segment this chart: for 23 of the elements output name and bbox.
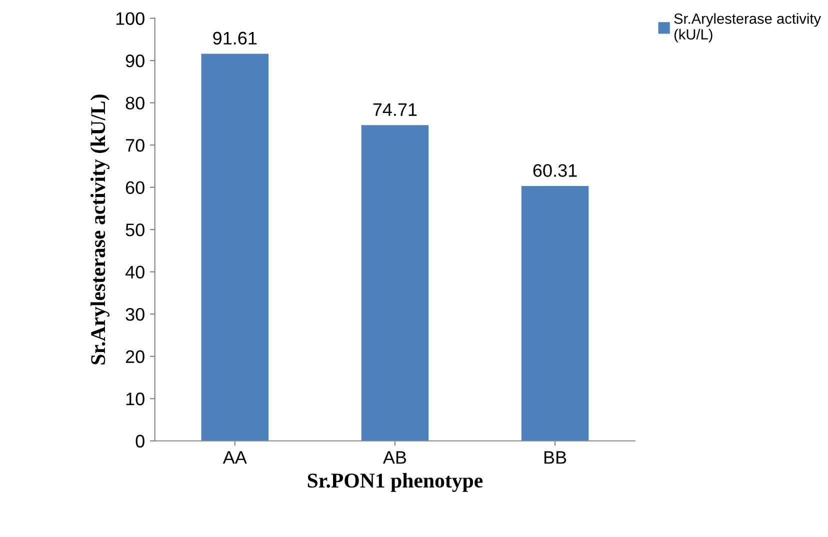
data-label: 91.61 [213, 32, 257, 45]
x-tick-label: AA [222, 451, 247, 464]
y-tick-label: 100 [116, 12, 144, 25]
y-axis-title: Sr.Arylesterase activity (kU/L) [90, 94, 110, 364]
y-tick-label: 60 [126, 181, 144, 194]
y-tick-label: 90 [126, 54, 144, 68]
bar [201, 54, 268, 441]
y-tick-label: 20 [126, 350, 144, 364]
data-label: 60.31 [533, 164, 577, 177]
y-tick-label: 80 [126, 96, 144, 110]
bar [361, 125, 429, 441]
x-tick-label: BB [544, 451, 566, 464]
y-tick-label: 70 [126, 138, 144, 152]
legend-label: Sr.Arylesterase activity (kU/L) [674, 13, 822, 42]
x-axis-title: Sr.PON1 phenotype [308, 472, 483, 492]
y-tick-label: 50 [126, 224, 144, 236]
bar [521, 186, 589, 441]
y-tick-label: 0 [136, 434, 144, 448]
y-tick-label: 10 [126, 392, 144, 406]
y-tick-label: 30 [126, 308, 144, 321]
x-tick-label: AB [382, 451, 406, 464]
y-tick-label: 40 [125, 266, 144, 279]
data-label: 74.71 [373, 103, 417, 116]
